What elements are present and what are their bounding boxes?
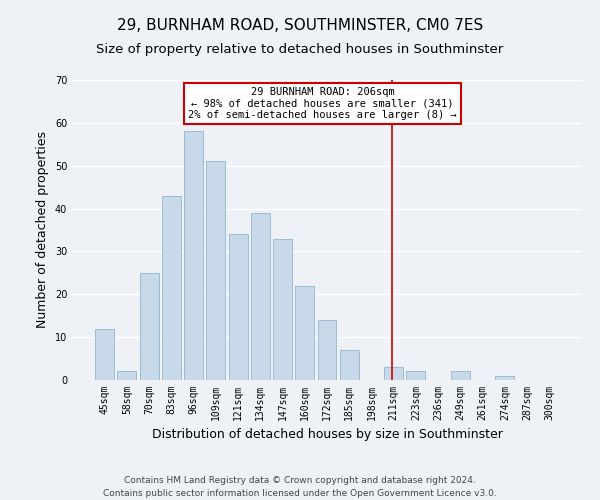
Bar [229, 234, 248, 380]
Bar [340, 350, 359, 380]
Bar [184, 132, 203, 380]
Bar [295, 286, 314, 380]
X-axis label: Distribution of detached houses by size in Southminster: Distribution of detached houses by size … [152, 428, 502, 442]
Bar [451, 372, 470, 380]
Bar [95, 328, 114, 380]
Text: 29 BURNHAM ROAD: 206sqm
← 98% of detached houses are smaller (341)
2% of semi-de: 29 BURNHAM ROAD: 206sqm ← 98% of detache… [188, 87, 457, 120]
Bar [317, 320, 337, 380]
Y-axis label: Number of detached properties: Number of detached properties [36, 132, 49, 328]
Bar [140, 273, 158, 380]
Bar [273, 238, 292, 380]
Bar [406, 372, 425, 380]
Bar [384, 367, 403, 380]
Bar [162, 196, 181, 380]
Bar [118, 372, 136, 380]
Bar [251, 213, 270, 380]
Text: Size of property relative to detached houses in Southminster: Size of property relative to detached ho… [97, 42, 503, 56]
Text: Contains HM Land Registry data © Crown copyright and database right 2024.
Contai: Contains HM Land Registry data © Crown c… [103, 476, 497, 498]
Bar [206, 162, 225, 380]
Text: 29, BURNHAM ROAD, SOUTHMINSTER, CM0 7ES: 29, BURNHAM ROAD, SOUTHMINSTER, CM0 7ES [117, 18, 483, 32]
Bar [496, 376, 514, 380]
